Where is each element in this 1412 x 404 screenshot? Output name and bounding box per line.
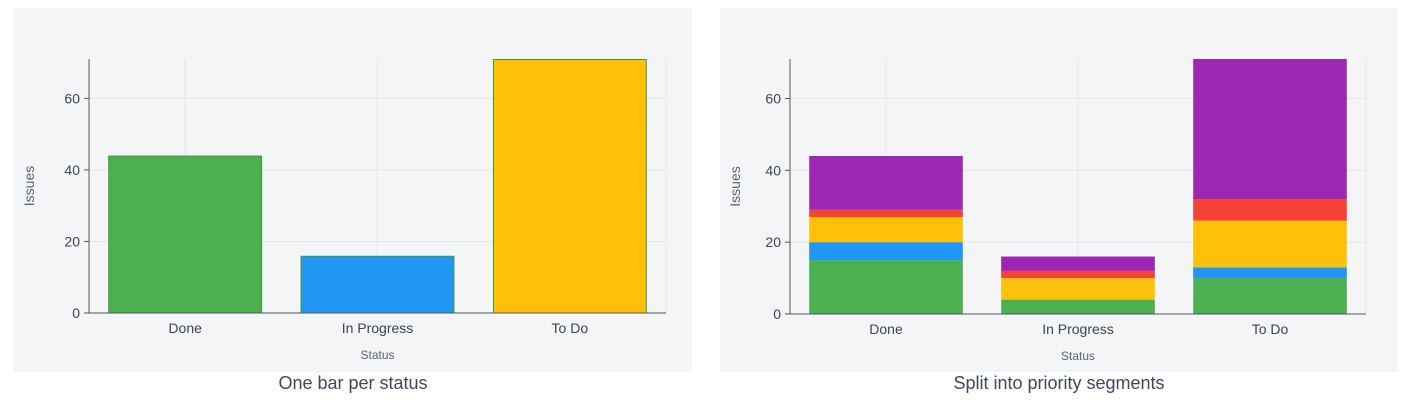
- x-tick-label: In Progress: [342, 320, 414, 336]
- bar-segment: [809, 242, 963, 261]
- x-tick-label: Done: [869, 321, 903, 337]
- y-tick-label: 60: [64, 90, 80, 106]
- bar: [492, 59, 647, 314]
- bar-chart-single: 0 20 40 60 Done In Progress To Do Status Issues: [21, 59, 667, 362]
- chart-panel-1: 0 20 40 60 Done In Progress To Do Status Issues: [14, 8, 692, 372]
- bar-segment: [1193, 220, 1347, 268]
- bar-segment: [1001, 270, 1155, 279]
- y-axis-title: Issues: [727, 166, 743, 206]
- bar-segment: [809, 260, 963, 314]
- bar-segment: [1001, 299, 1155, 314]
- y-tick-label: 0: [72, 305, 80, 321]
- y-tick-label: 0: [773, 306, 781, 322]
- bar-segment: [1193, 59, 1347, 200]
- y-axis-title: Issues: [21, 166, 37, 206]
- bar-segment: [1001, 256, 1155, 271]
- bar-segment: [809, 155, 963, 210]
- y-tick-label: 40: [64, 162, 80, 178]
- bar-segment: [809, 217, 963, 243]
- x-tick-label: Done: [168, 320, 202, 336]
- chart-caption-1: One bar per status: [278, 373, 428, 393]
- chart-caption-2: Split into priority segments: [953, 373, 1165, 393]
- bar-segment: [1193, 267, 1347, 279]
- y-tick-label: 20: [765, 234, 781, 250]
- bar-segment: [1193, 199, 1347, 221]
- x-axis-title: Status: [1061, 349, 1095, 363]
- bar-chart-stacked: 0 20 40 60 Done In Progress To Do Status Issues: [727, 59, 1367, 363]
- bar-segment: [809, 209, 963, 218]
- x-axis-title: Status: [360, 348, 394, 362]
- x-tick-label: To Do: [552, 320, 589, 336]
- y-tick-label: 40: [765, 162, 781, 178]
- bar-segment: [1193, 278, 1347, 314]
- bar-segment: [1001, 278, 1155, 300]
- y-tick-label: 60: [765, 91, 781, 107]
- bar: [300, 255, 455, 314]
- x-tick-label: In Progress: [1042, 321, 1114, 337]
- chart-panel-2: 0 20 40 60 Done In Progress To Do Status Issues: [720, 8, 1398, 372]
- bar: [108, 155, 263, 314]
- x-tick-label: To Do: [1252, 321, 1289, 337]
- y-tick-label: 20: [64, 233, 80, 249]
